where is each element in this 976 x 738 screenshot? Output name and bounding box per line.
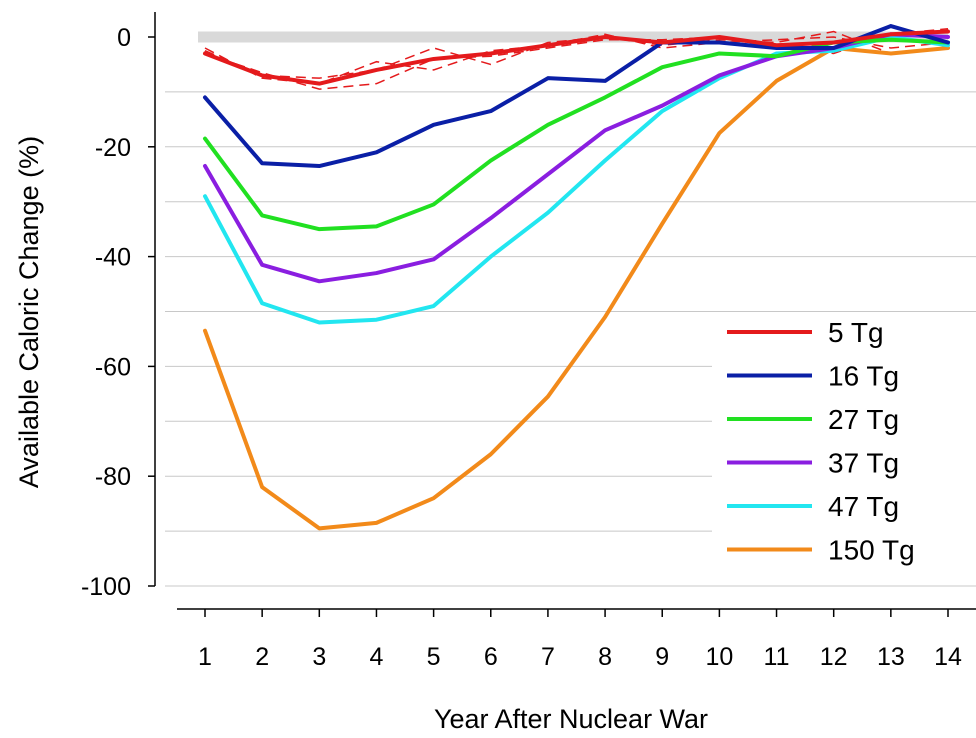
legend-label-16tg: 16 Tg xyxy=(828,361,899,392)
x-tick-label: 7 xyxy=(541,643,555,671)
y-tick-label: 0 xyxy=(117,24,131,52)
x-tick-label: 9 xyxy=(655,643,669,671)
legend-box xyxy=(712,312,976,580)
legend-label-47tg: 47 Tg xyxy=(828,491,899,522)
x-tick-label: 11 xyxy=(764,643,790,671)
y-tick-label: -20 xyxy=(95,134,131,162)
x-tick-label: 10 xyxy=(705,643,733,671)
y-tick-label: -80 xyxy=(95,463,131,491)
y-axis-title: Available Caloric Change (%) xyxy=(14,136,44,488)
y-tick-label: -100 xyxy=(81,573,131,601)
x-tick-label: 5 xyxy=(427,643,441,671)
x-tick-label: 3 xyxy=(312,643,326,671)
series-line-16tg xyxy=(203,24,950,169)
legend-label-5tg: 5 Tg xyxy=(828,317,884,348)
series-line-150tg xyxy=(203,45,950,531)
x-tick-label: 8 xyxy=(598,643,612,671)
x-axis-title: Year After Nuclear War xyxy=(434,704,708,734)
x-tick-label: 13 xyxy=(877,643,905,671)
x-tick-label: 14 xyxy=(934,643,962,671)
zero-band xyxy=(198,31,948,43)
y-tick-label: -40 xyxy=(95,244,131,272)
shaded-band-layer xyxy=(198,31,948,43)
x-tick-label: 12 xyxy=(820,643,848,671)
series-lines xyxy=(203,24,950,531)
series-line-37tg xyxy=(203,32,950,284)
legend: 5 Tg 16 Tg 27 Tg 37 Tg 47 Tg 150 Tg xyxy=(712,312,976,580)
x-tick-label: 4 xyxy=(370,643,384,671)
legend-label-37tg: 37 Tg xyxy=(828,448,899,479)
legend-label-27tg: 27 Tg xyxy=(828,404,899,435)
series-line-5tg xyxy=(203,29,950,86)
legend-label-150tg: 150 Tg xyxy=(828,535,915,566)
x-tick-label: 6 xyxy=(484,643,498,671)
x-tick-label: 1 xyxy=(198,643,212,671)
x-tick-label: 2 xyxy=(255,643,269,671)
series-line-27tg xyxy=(203,37,950,232)
y-tick-label: -60 xyxy=(95,353,131,381)
